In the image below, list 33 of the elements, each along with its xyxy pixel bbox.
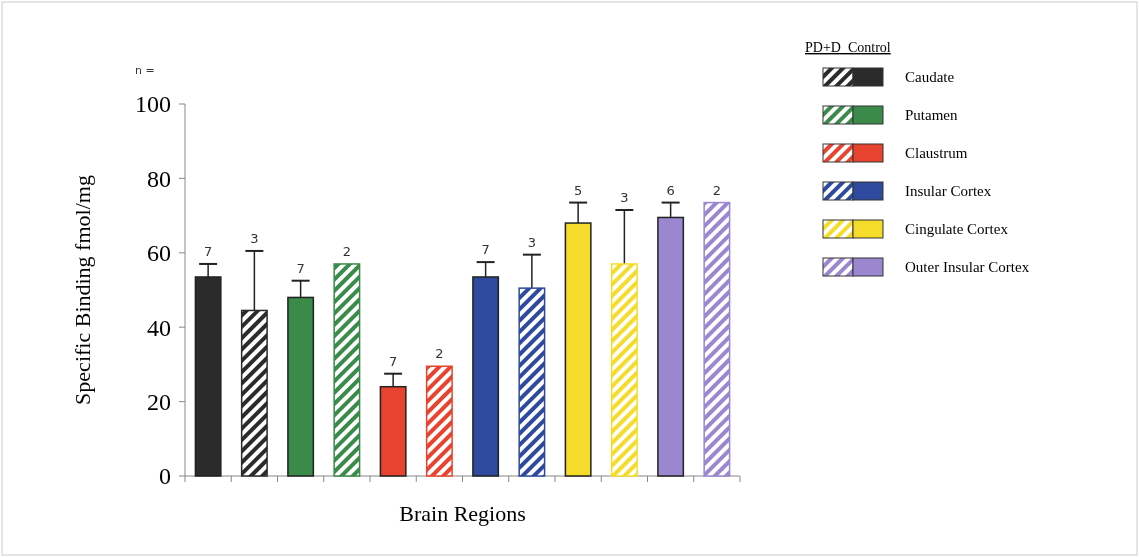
text: n =: [135, 64, 155, 77]
legend-label: Caudate: [905, 69, 955, 86]
y-tick-label: 20: [147, 389, 171, 415]
annotation: 7: [296, 260, 305, 276]
bar: [610, 263, 638, 477]
y-tick-label: 60: [147, 240, 171, 267]
bar: [333, 263, 361, 477]
bar: [518, 287, 546, 477]
legend-label: Cingulate Cortex: [905, 221, 1009, 238]
legend-label: Claustrum: [905, 145, 968, 162]
legend-title: PD+D Control: [805, 40, 891, 55]
annotation: 7: [388, 353, 398, 369]
annotation: 2: [435, 346, 444, 362]
annotation: 7: [203, 243, 213, 259]
bar: [703, 201, 731, 477]
legend-label: Outer Insular Cortex: [905, 259, 1030, 276]
annotation: 2: [342, 243, 352, 259]
y-tick-label: 80: [147, 165, 171, 192]
annotation: 3: [620, 190, 629, 206]
annotation: 6: [666, 182, 675, 198]
y-tick-label: 0: [159, 463, 171, 490]
annotation: 7: [481, 242, 490, 258]
legend-label: Insular Cortex: [905, 183, 992, 200]
annotation: 5: [573, 182, 583, 198]
annotation: 2: [712, 182, 722, 198]
y-axis-title: Specific Binding fmol/mg: [70, 175, 95, 405]
y-tick-label: 40: [147, 314, 171, 341]
annotation: 3: [250, 230, 259, 246]
legend-label: Putamen: [905, 107, 958, 124]
y-tick-label: 100: [135, 91, 171, 118]
annotation: 3: [527, 234, 537, 250]
x-axis-title: Brain Regions: [399, 501, 526, 526]
bar: [425, 365, 453, 477]
